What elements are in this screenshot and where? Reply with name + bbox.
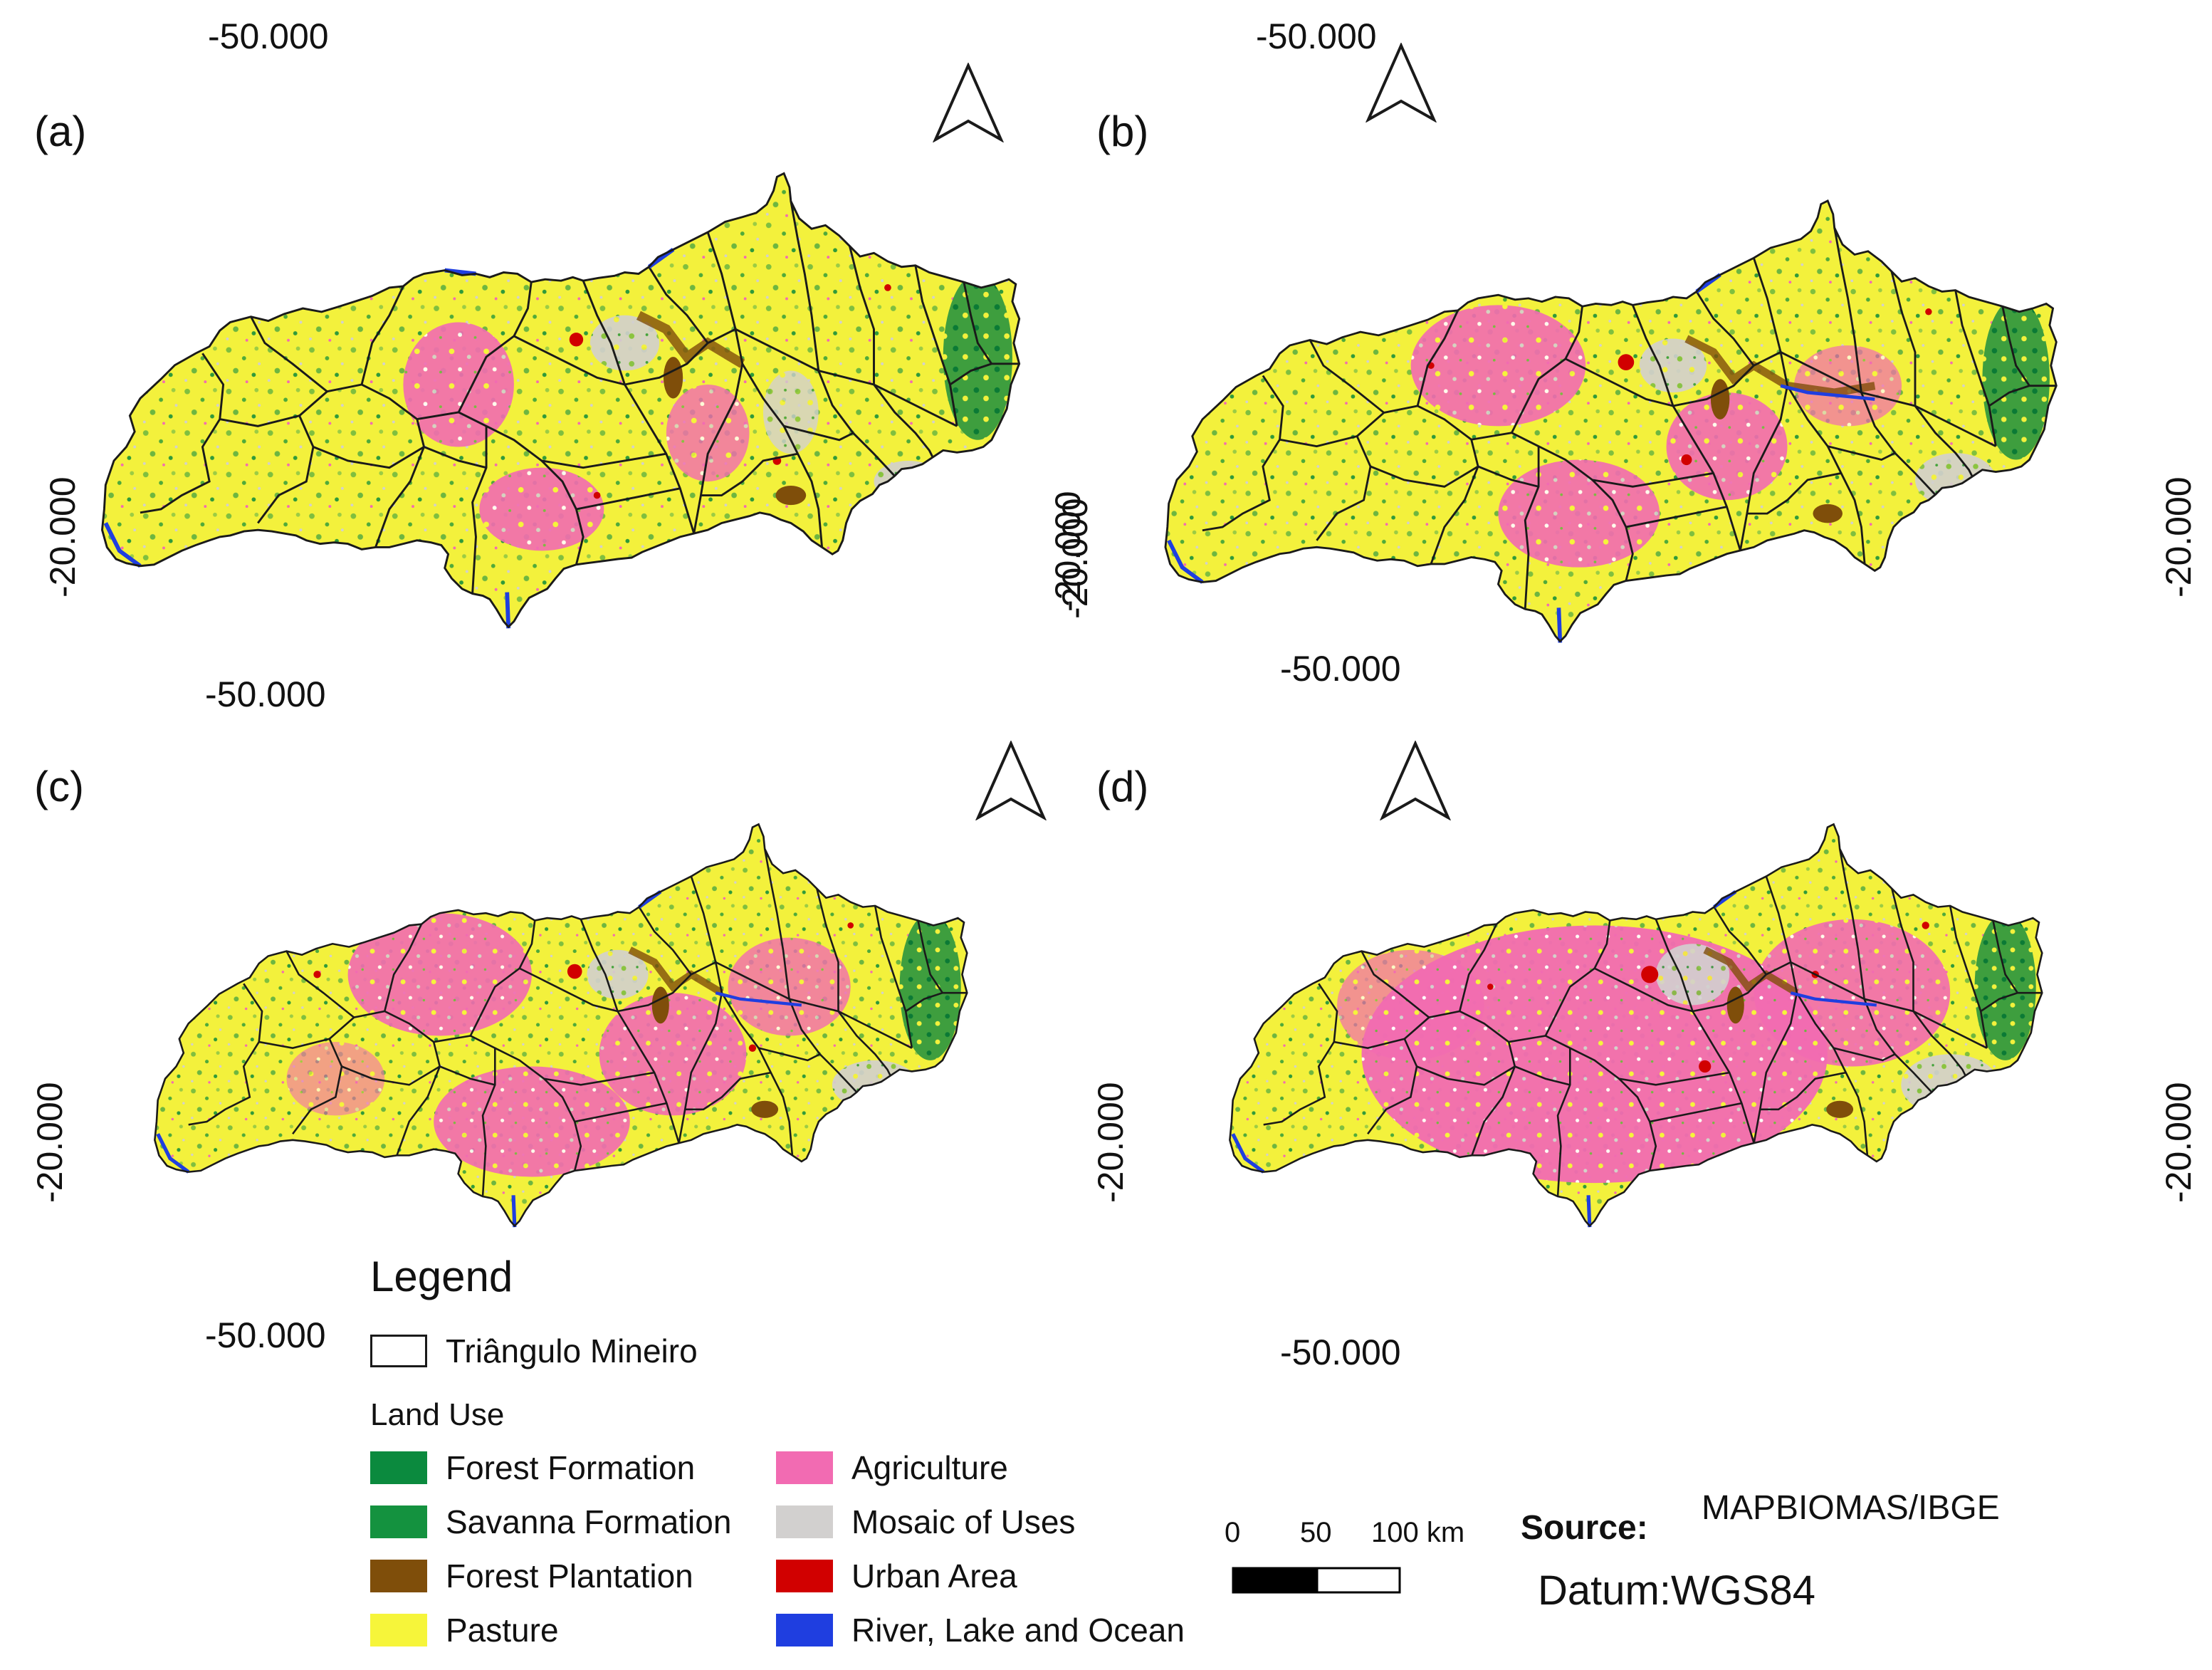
panel-d-left-latitude: -20.000	[1091, 1082, 1131, 1203]
land-use-map-c	[154, 823, 968, 1228]
source-value: MAPBIOMAS/IBGE	[1702, 1489, 2000, 1527]
legend-item-label: Forest Plantation	[446, 1557, 693, 1595]
legend-item-label: Urban Area	[851, 1557, 1017, 1595]
panel-b-top-longitude: -50.000	[1256, 16, 1377, 56]
legend-swatch	[776, 1560, 833, 1592]
boundary-swatch	[370, 1335, 427, 1367]
legend-item: Urban Area	[776, 1557, 1017, 1595]
panel-b-left-latitude: -20.000	[1055, 498, 1095, 619]
legend-item-label: Forest Formation	[446, 1449, 696, 1486]
scale-tick-100: 100 km	[1371, 1517, 1465, 1548]
legend-item: Forest Plantation	[370, 1557, 693, 1595]
land-use-map-a	[101, 172, 1021, 629]
panel-d-label: (d)	[1096, 763, 1149, 810]
land-use-map-b	[1164, 199, 2058, 643]
legend-swatch	[370, 1560, 427, 1592]
north-arrow-icon	[975, 741, 1047, 820]
panel-d-bottom-longitude: -50.000	[1280, 1332, 1401, 1372]
panel-b-label: (b)	[1096, 108, 1149, 155]
panel-c-bottom-longitude: -50.000	[205, 1315, 326, 1355]
legend-item: Mosaic of Uses	[776, 1503, 1075, 1541]
legend-swatch	[776, 1451, 833, 1484]
panel-c-left-latitude: -20.000	[30, 1082, 70, 1203]
legend-item: Savanna Formation	[370, 1503, 731, 1541]
legend-boundary-label: Triângulo Mineiro	[446, 1332, 698, 1369]
legend-swatch	[370, 1505, 427, 1538]
scale-tick-0: 0	[1225, 1517, 1241, 1548]
legend-item: Pasture	[370, 1611, 559, 1649]
panel-c-label: (c)	[34, 763, 84, 810]
legend-swatch	[370, 1451, 427, 1484]
panel-b-right-latitude: -20.000	[2159, 476, 2198, 597]
legend-item-label: Agriculture	[851, 1449, 1008, 1486]
legend-item-label: Pasture	[446, 1612, 559, 1649]
legend-item: Forest Formation	[370, 1449, 695, 1487]
legend-title: Legend	[370, 1253, 513, 1300]
panel-a-top-longitude: -50.000	[208, 16, 329, 56]
legend-swatch	[370, 1614, 427, 1646]
north-arrow-icon	[1380, 741, 1451, 820]
legend-item-label: River, Lake and Ocean	[851, 1612, 1185, 1649]
panel-a-left-latitude: -20.000	[43, 476, 83, 597]
legend-boundary: Triângulo Mineiro	[370, 1332, 698, 1370]
legend-item-label: Mosaic of Uses	[851, 1503, 1076, 1540]
panel-a-bottom-longitude: -50.000	[205, 674, 326, 714]
scale-bar	[1232, 1567, 1401, 1594]
legend-item-label: Savanna Formation	[446, 1503, 732, 1540]
north-arrow-icon	[933, 63, 1004, 142]
legend-swatch	[776, 1505, 833, 1538]
land-use-map-d	[1229, 823, 2043, 1228]
legend-item: River, Lake and Ocean	[776, 1611, 1185, 1649]
land-use-title: Land Use	[370, 1397, 505, 1432]
panel-b-bottom-longitude: -50.000	[1280, 649, 1401, 689]
legend-swatch	[776, 1614, 833, 1646]
scale-tick-50: 50	[1300, 1517, 1332, 1548]
source-label: Source:	[1521, 1509, 1648, 1547]
panel-d-right-latitude: -20.000	[2159, 1082, 2198, 1203]
datum-label: Datum:WGS84	[1538, 1567, 1815, 1614]
north-arrow-icon	[1366, 43, 1437, 122]
legend-item: Agriculture	[776, 1449, 1008, 1487]
panel-a-label: (a)	[34, 108, 87, 155]
